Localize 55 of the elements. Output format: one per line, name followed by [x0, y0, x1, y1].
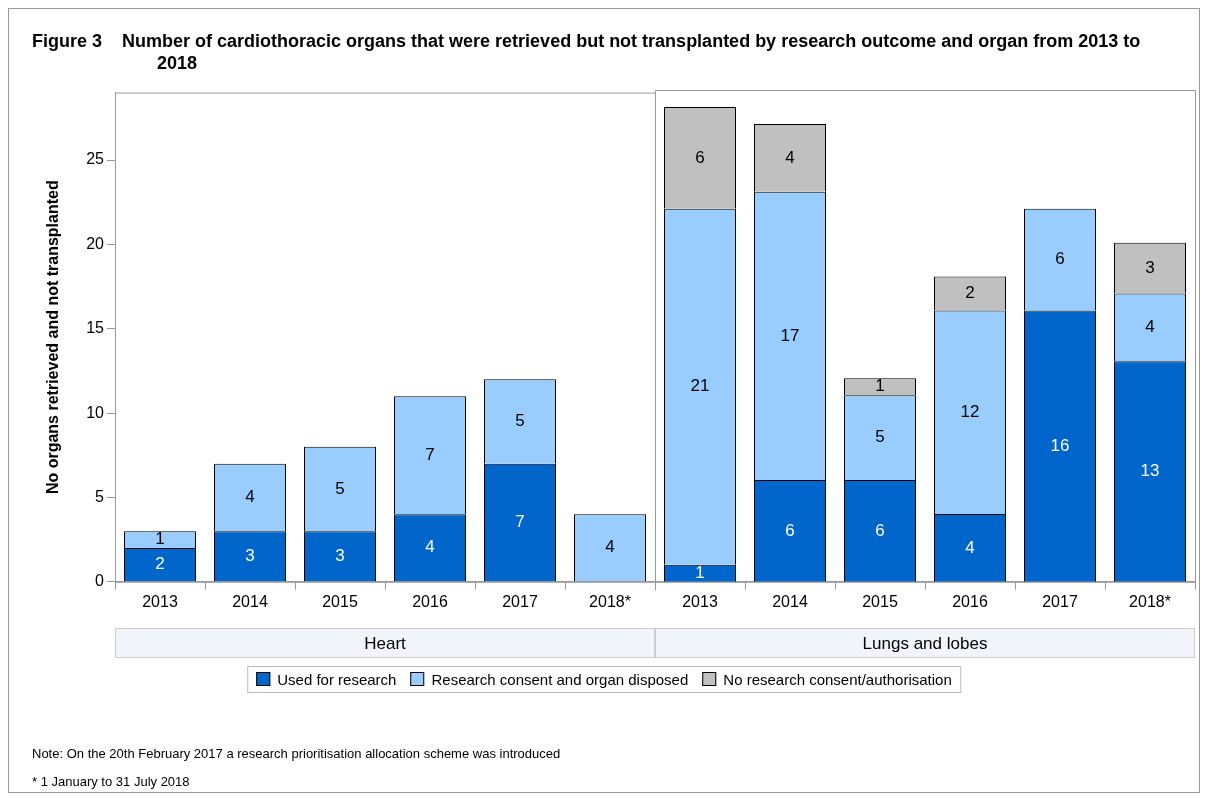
text: Note: On the 20th February 2017 a research prioritisation allocation scheme was introduced: [32, 745, 561, 763]
data-label: 4: [245, 487, 255, 507]
data-label: 5: [515, 411, 525, 431]
data-label: 2: [155, 554, 165, 574]
x-tick-label: 2018*: [589, 592, 631, 610]
x-axis-title: Heart: [115, 628, 655, 658]
y-tick-label: 10: [86, 403, 105, 421]
x-tick-label: 2016: [412, 592, 448, 610]
x-tick-label: 2017: [502, 592, 538, 610]
x-tick-label: 2017: [1042, 592, 1078, 610]
x-tick-label: 2013: [682, 592, 718, 610]
y-tick-label: 5: [95, 487, 105, 505]
data-label: 6: [1055, 249, 1065, 269]
data-label: 2: [965, 283, 975, 303]
data-label: 12: [960, 401, 980, 421]
y-tick-label: 15: [86, 319, 105, 337]
data-label: 6: [785, 520, 795, 540]
x-tick-label: 2015: [322, 592, 358, 610]
data-label: 3: [335, 545, 345, 565]
y-tick-label: 0: [95, 572, 105, 590]
x-axis-title: Lungs and lobes: [655, 628, 1195, 658]
data-label: 3: [1145, 257, 1155, 277]
data-label: 21: [690, 376, 710, 396]
data-label: 4: [1145, 317, 1155, 337]
x-tick-label: 2014: [772, 592, 808, 610]
data-label: 16: [1050, 435, 1070, 455]
legend-label: Research consent and organ disposed: [430, 671, 689, 688]
data-label: 4: [785, 147, 795, 167]
data-label: 4: [965, 537, 975, 557]
data-label: 1: [155, 529, 165, 549]
text: * 1 January to 31 July 2018: [32, 773, 191, 791]
x-tick-label: 2014: [232, 592, 268, 610]
data-label: 4: [605, 537, 615, 557]
y-tick-label: 25: [86, 150, 105, 168]
legend-label: Used for research: [276, 671, 397, 688]
data-label: 4: [425, 537, 435, 557]
x-tick-label: 2016: [952, 592, 988, 610]
data-label: 7: [515, 512, 525, 532]
data-label: 6: [875, 520, 885, 540]
y-tick-label: 20: [86, 234, 105, 252]
x-tick-label: 2013: [142, 592, 178, 610]
chart-title: Figure 3 Number of cardiothoracic organs that were retrieved but not transplanted by research outcome and organ from 2013 to 2018: [32, 30, 1142, 74]
data-label: 17: [780, 325, 800, 345]
data-label: 3: [245, 545, 255, 565]
y-axis-title: No organs retrieved and not transplanted: [44, 180, 62, 495]
data-label: 1: [875, 376, 885, 396]
data-label: 5: [875, 427, 885, 447]
data-label: 1: [695, 563, 705, 583]
data-label: 5: [335, 478, 345, 498]
legend-label: No research consent/authorisation: [722, 671, 952, 688]
x-tick-label: 2015: [862, 592, 898, 610]
x-tick-label: 2018*: [1129, 592, 1171, 610]
data-label: 7: [425, 444, 435, 464]
data-label: 13: [1140, 461, 1160, 481]
data-label: 6: [695, 147, 705, 167]
